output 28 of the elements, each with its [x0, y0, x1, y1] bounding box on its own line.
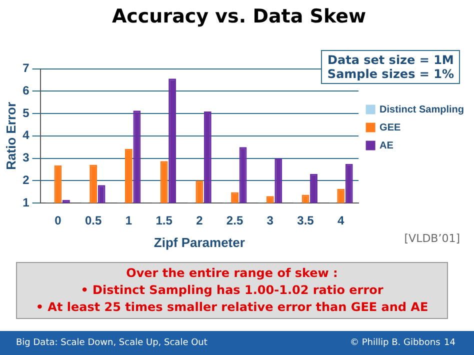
y-tick-label: 7 [22, 61, 30, 76]
x-tick-label: 0.5 [84, 214, 102, 228]
y-axis-title: Ratio Error [3, 102, 18, 170]
y-tick-label: 6 [22, 83, 30, 98]
y-tick-label: 4 [22, 128, 30, 142]
y-tick-label: 2 [22, 172, 30, 187]
text: © Phillip B. Gibbons [350, 331, 444, 355]
x-tick-label: 2.5 [226, 214, 244, 228]
legend-label: Distinct Sampling [380, 104, 464, 116]
legend-label: GEE [380, 122, 401, 134]
x-tick-label: 2 [196, 214, 204, 228]
text: 14 [444, 331, 474, 355]
x-tick-label: 0 [54, 214, 62, 228]
y-tick-label: 5 [22, 106, 30, 120]
text: Over the entire range of skew : • Distinct Sampling has 1.00-1.02 ratio error • At least 25 times smaller relative error than GEE and AE [16, 262, 448, 319]
x-tick-label: 3.5 [297, 214, 314, 228]
x-tick-label: 3 [266, 214, 274, 228]
x-tick-label: 1 [125, 214, 132, 228]
x-tick-label: 1.5 [156, 214, 173, 228]
chart-title: Accuracy vs. Data Skew [112, 5, 366, 28]
x-axis-title: Zipf Parameter [154, 234, 245, 250]
text: Big Data: Scale Down, Scale Up, Scale Out [0, 331, 350, 355]
text: [VLDB’01] [404, 232, 460, 245]
y-tick-label: 3 [22, 150, 30, 165]
y-tick-label: 1 [22, 195, 30, 210]
x-tick-label: 4 [338, 214, 345, 228]
legend-label: AE [380, 140, 394, 152]
annotation: Data set size = 1M Sample sizes = 1% [321, 50, 460, 84]
